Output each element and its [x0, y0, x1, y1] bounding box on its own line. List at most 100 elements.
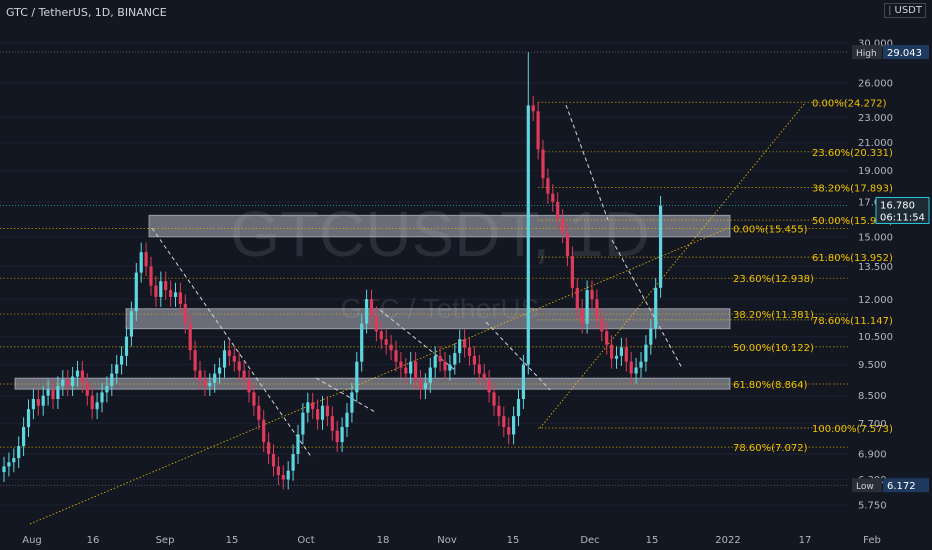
- current-price: 16.780: [880, 200, 915, 211]
- candle-body: [614, 355, 619, 359]
- candle-body: [227, 350, 231, 356]
- candlestick: [90, 386, 94, 420]
- candlestick: [546, 168, 550, 204]
- fib-trend-line: [29, 227, 729, 525]
- candlestick: [311, 392, 315, 420]
- candlestick: [619, 337, 623, 366]
- price-tick-label: 9.500: [858, 360, 887, 371]
- candlestick: [428, 357, 432, 393]
- candlestick: [580, 299, 584, 334]
- candle-body: [262, 419, 266, 443]
- candlestick: [531, 95, 535, 122]
- price-tick-label: 12.000: [858, 295, 893, 306]
- fibonacci-levels: 0.00%(24.272) 23.60%(20.331) 38.20%(17.893…: [0, 98, 893, 454]
- candlestick: [443, 352, 447, 381]
- candle-body: [605, 331, 609, 345]
- candle-body: [629, 361, 633, 374]
- candle-body: [222, 350, 227, 368]
- candlestick: [80, 360, 84, 393]
- candlestick: [139, 242, 143, 283]
- candle-body: [463, 339, 467, 348]
- candlestick: [2, 456, 6, 483]
- bar-countdown: 06:11:54: [880, 212, 925, 223]
- candle-body: [164, 281, 168, 291]
- candlestick: [629, 352, 633, 384]
- candlestick: [154, 275, 158, 307]
- candlestick: [502, 406, 506, 437]
- candle-body: [46, 389, 50, 396]
- time-tick-label: Feb: [863, 535, 881, 546]
- candlestick: [399, 352, 403, 378]
- candlestick: [188, 313, 192, 361]
- candle-body: [428, 367, 432, 383]
- candlestick: [463, 329, 467, 358]
- fib-level-label: 0.00%(15.455): [733, 224, 808, 235]
- candlestick: [561, 209, 565, 244]
- candle-body: [516, 398, 521, 417]
- candle-body: [526, 105, 530, 365]
- candle-body: [306, 402, 310, 413]
- candle-body: [80, 370, 84, 383]
- candle-body: [443, 361, 447, 371]
- candlestick: [12, 448, 16, 473]
- fib-level-label: 78.60%(11.147): [812, 316, 893, 327]
- candlestick: [507, 417, 511, 445]
- price-unit-selector[interactable]: | USDT: [884, 3, 926, 18]
- low-value: 6.172: [887, 481, 916, 492]
- candlestick: [610, 335, 614, 369]
- candle-body: [335, 430, 339, 443]
- candle-body: [624, 347, 628, 362]
- candlestick: [110, 363, 114, 396]
- price-tick-label: 13.500: [858, 262, 893, 273]
- candlestick: [159, 271, 163, 307]
- candle-body: [659, 205, 663, 288]
- candle-body: [399, 361, 403, 368]
- candle-body: [541, 149, 545, 179]
- candle-body: [369, 299, 374, 317]
- candlestick: [218, 357, 222, 384]
- candlestick: [100, 382, 104, 413]
- candle-body: [247, 379, 251, 393]
- candle-body: [169, 290, 173, 297]
- candlestick: [389, 335, 393, 361]
- candlestick: [644, 335, 648, 372]
- candlestick: [600, 308, 604, 342]
- candle-body: [56, 385, 60, 399]
- candle-body: [154, 285, 158, 297]
- candle-body: [502, 416, 506, 427]
- candle-body: [178, 292, 182, 304]
- candle-body: [159, 281, 163, 297]
- candlestick: [173, 282, 178, 307]
- candlestick: [335, 421, 339, 453]
- candle-body: [100, 392, 104, 403]
- candle-body: [497, 405, 501, 417]
- candlestick: [487, 370, 491, 403]
- candle-body: [124, 336, 129, 356]
- candlestick: [418, 370, 423, 400]
- candlestick: [306, 392, 310, 423]
- candle-body: [472, 355, 476, 365]
- candlestick: [95, 392, 99, 420]
- candle-body: [22, 426, 26, 447]
- candlestick: [409, 352, 413, 384]
- candlestick: [222, 340, 227, 378]
- price-unit: USDT: [894, 5, 922, 16]
- candlestick: [252, 382, 256, 416]
- candle-body: [551, 193, 555, 202]
- candlestick: [129, 301, 133, 347]
- candle-body: [595, 299, 599, 319]
- candle-body: [120, 355, 124, 365]
- candle-body: [41, 395, 45, 406]
- candle-body: [531, 105, 535, 112]
- candlestick: [521, 354, 525, 409]
- candle-body: [149, 266, 153, 286]
- candlestick: [291, 444, 295, 481]
- fib-level-label: 23.60%(20.331): [812, 148, 893, 159]
- candlestick: [325, 396, 329, 427]
- candle-body: [482, 373, 486, 380]
- candle-body: [384, 339, 388, 345]
- candle-body: [301, 412, 305, 435]
- candle-body: [487, 379, 491, 393]
